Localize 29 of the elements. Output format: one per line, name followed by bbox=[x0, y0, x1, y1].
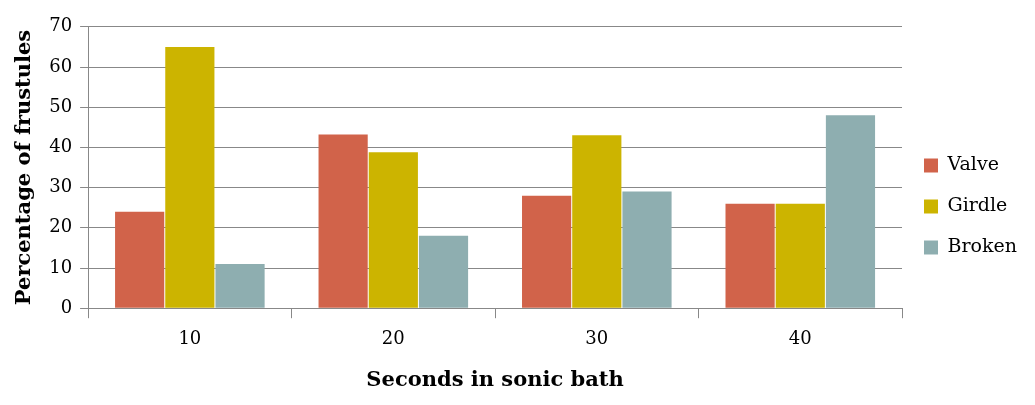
y-tick-label: 50 bbox=[49, 94, 73, 116]
y-tick-label: 10 bbox=[49, 255, 73, 277]
y-tick-label: 60 bbox=[49, 54, 73, 76]
legend-label: Valve bbox=[946, 152, 999, 175]
x-tick-label: 20 bbox=[381, 326, 405, 348]
bar bbox=[368, 152, 418, 308]
x-tick-label: 40 bbox=[788, 326, 812, 348]
bar bbox=[215, 263, 265, 308]
bar bbox=[725, 203, 775, 308]
legend-label: Broken bbox=[947, 234, 1018, 257]
y-tick-label: 0 bbox=[60, 295, 73, 317]
bar bbox=[775, 203, 825, 308]
bar bbox=[318, 134, 368, 308]
bar bbox=[418, 235, 469, 308]
legend-label: Girdle bbox=[947, 193, 1008, 216]
bar bbox=[622, 191, 672, 308]
x-tick-label: 10 bbox=[178, 326, 202, 348]
bar bbox=[165, 46, 215, 308]
y-tick-label: 40 bbox=[49, 135, 73, 157]
bar bbox=[522, 195, 572, 308]
bar bbox=[572, 135, 622, 308]
x-axis-title: Seconds in sonic bath bbox=[366, 365, 624, 391]
y-tick-label: 70 bbox=[49, 14, 73, 36]
y-axis-title: Percentage of frustules bbox=[10, 29, 36, 306]
bar bbox=[825, 115, 876, 308]
y-tick-label: 20 bbox=[49, 215, 73, 237]
x-tick-label: 30 bbox=[585, 326, 609, 348]
bar bbox=[115, 211, 165, 308]
y-tick-label: 30 bbox=[49, 175, 73, 197]
